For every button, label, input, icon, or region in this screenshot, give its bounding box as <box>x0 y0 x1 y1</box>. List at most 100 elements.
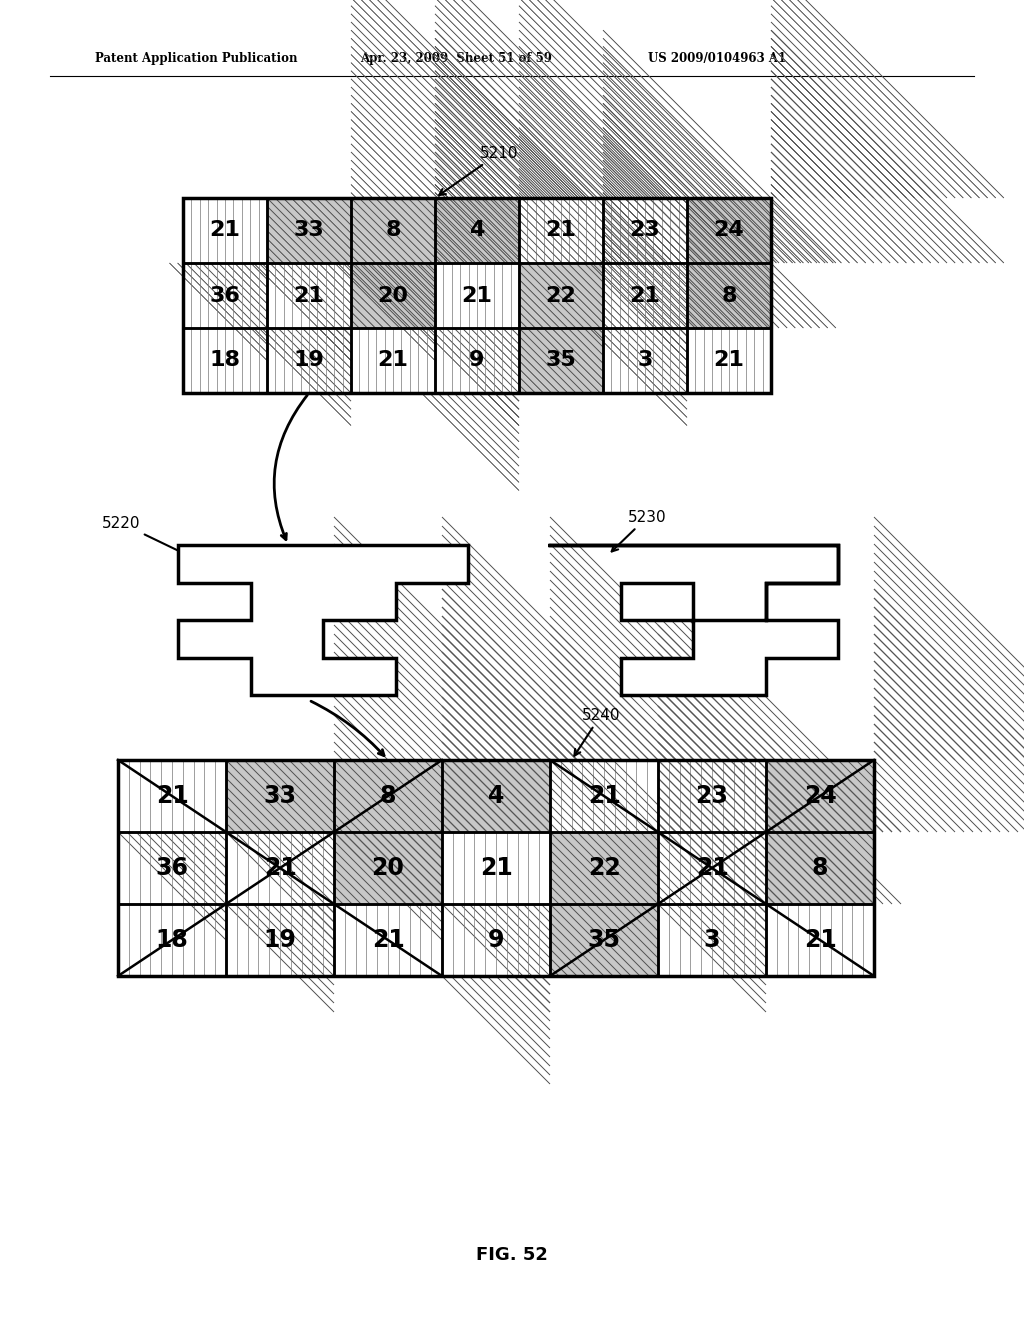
Text: 23: 23 <box>695 784 728 808</box>
Bar <box>687 327 771 393</box>
Text: 24: 24 <box>714 220 744 240</box>
Bar <box>334 832 442 904</box>
Bar <box>442 832 550 904</box>
Bar <box>435 198 519 263</box>
Bar <box>442 760 550 832</box>
Bar <box>766 832 874 904</box>
Bar <box>658 760 766 832</box>
Text: 5240: 5240 <box>574 708 621 756</box>
Bar <box>550 832 658 904</box>
Bar <box>519 198 603 263</box>
Bar <box>442 760 550 832</box>
Bar <box>603 263 687 327</box>
Bar <box>226 760 334 832</box>
Text: 21: 21 <box>263 855 296 880</box>
Text: 5210: 5210 <box>439 145 518 195</box>
Bar <box>687 263 771 327</box>
Bar <box>435 327 519 393</box>
Polygon shape <box>178 545 468 696</box>
Text: 4: 4 <box>469 220 484 240</box>
Bar <box>267 198 351 263</box>
Text: 4: 4 <box>487 784 504 808</box>
Text: 8: 8 <box>812 855 828 880</box>
Text: 36: 36 <box>210 285 241 305</box>
Bar <box>183 327 267 393</box>
Text: 8: 8 <box>385 220 400 240</box>
Bar <box>334 904 442 975</box>
Bar <box>118 760 874 975</box>
Text: 21: 21 <box>588 784 621 808</box>
Bar <box>267 198 351 263</box>
Text: 21: 21 <box>210 220 241 240</box>
Bar <box>226 904 334 975</box>
Bar <box>519 327 603 393</box>
Text: 22: 22 <box>546 285 577 305</box>
Bar <box>226 760 334 832</box>
Text: 21: 21 <box>714 351 744 371</box>
Text: 8: 8 <box>380 784 396 808</box>
Bar <box>351 327 435 393</box>
Bar <box>442 832 550 904</box>
Bar <box>334 904 442 975</box>
Bar <box>351 263 435 327</box>
Text: 21: 21 <box>479 855 512 880</box>
Bar <box>687 327 771 393</box>
Bar <box>435 198 519 263</box>
Text: 18: 18 <box>156 928 188 952</box>
Bar <box>351 198 435 263</box>
Text: 21: 21 <box>804 928 837 952</box>
Bar <box>519 263 603 327</box>
Bar <box>435 263 519 327</box>
Bar <box>687 263 771 327</box>
Bar <box>351 327 435 393</box>
Text: 24: 24 <box>804 784 837 808</box>
Bar <box>687 198 771 263</box>
Text: US 2009/0104963 A1: US 2009/0104963 A1 <box>648 51 786 65</box>
Bar <box>226 904 334 975</box>
Bar <box>766 760 874 832</box>
Text: 19: 19 <box>294 351 325 371</box>
Polygon shape <box>548 545 838 696</box>
Bar <box>519 263 603 327</box>
Text: 3: 3 <box>637 351 652 371</box>
Text: FIG. 52: FIG. 52 <box>476 1246 548 1265</box>
Bar <box>766 760 874 832</box>
Bar <box>766 904 874 975</box>
Bar <box>226 832 334 904</box>
Text: 21: 21 <box>546 220 577 240</box>
Text: 21: 21 <box>378 351 409 371</box>
Bar <box>550 760 658 832</box>
Bar <box>435 263 519 327</box>
Bar <box>118 904 226 975</box>
Text: 8: 8 <box>721 285 736 305</box>
Bar <box>766 832 874 904</box>
Text: 35: 35 <box>546 351 577 371</box>
Bar <box>603 198 687 263</box>
Bar <box>442 904 550 975</box>
Bar <box>183 198 771 393</box>
Text: 9: 9 <box>487 928 504 952</box>
Bar <box>435 327 519 393</box>
Bar <box>118 832 226 904</box>
Text: 5230: 5230 <box>611 510 667 552</box>
Bar <box>550 760 658 832</box>
Bar <box>658 760 766 832</box>
Bar <box>118 904 226 975</box>
Text: 36: 36 <box>156 855 188 880</box>
Bar <box>603 198 687 263</box>
Bar <box>766 904 874 975</box>
Text: 19: 19 <box>263 928 296 952</box>
Text: 21: 21 <box>695 855 728 880</box>
Bar <box>687 198 771 263</box>
Text: 21: 21 <box>630 285 660 305</box>
Bar <box>550 904 658 975</box>
Bar <box>118 760 226 832</box>
Bar <box>183 263 267 327</box>
Bar <box>267 327 351 393</box>
Bar <box>183 198 267 263</box>
Text: 20: 20 <box>378 285 409 305</box>
Bar <box>550 832 658 904</box>
Bar <box>334 832 442 904</box>
Text: Apr. 23, 2009  Sheet 51 of 59: Apr. 23, 2009 Sheet 51 of 59 <box>360 51 552 65</box>
Bar <box>226 832 334 904</box>
